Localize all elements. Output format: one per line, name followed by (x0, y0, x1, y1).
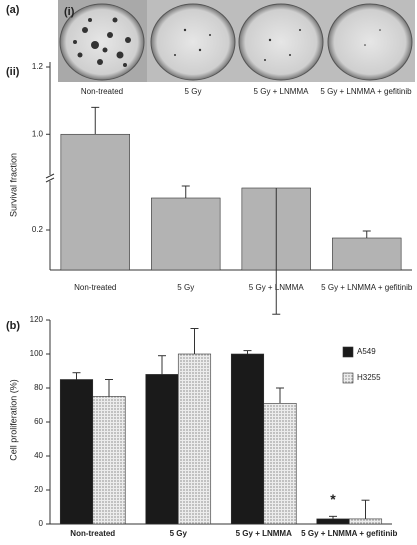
bar (316, 518, 350, 525)
bar (60, 133, 130, 271)
axis-break (45, 177, 55, 183)
y-tick-label: 100 (30, 349, 44, 358)
legend-swatch (342, 346, 354, 358)
axis-break (45, 173, 55, 179)
x-tick-label: 5 Gy (170, 529, 188, 538)
y-tick-label: 1.0 (32, 129, 44, 138)
x-tick-label: 5 Gy + LNMMA + gefitinib (301, 529, 397, 538)
bar (59, 379, 94, 525)
legend-label: A549 (357, 347, 376, 356)
legend-label: H3255 (357, 373, 381, 382)
photo-caption: 5 Gy + LNMMA (254, 87, 310, 96)
panel-label: (b) (6, 320, 20, 332)
y-axis-label: Survival fraction (8, 153, 18, 217)
y-tick-label: 120 (30, 315, 44, 324)
photo-strip (58, 0, 415, 82)
bar (92, 396, 126, 525)
bar (145, 374, 179, 525)
y-tick-label: 0 (39, 519, 44, 528)
annotation: * (330, 491, 336, 507)
y-tick-label: 40 (34, 451, 43, 460)
y-tick-label: 0.2 (32, 225, 44, 234)
x-tick-label: 5 Gy + LNMMA (236, 529, 292, 538)
y-tick-label: 1.2 (32, 62, 44, 71)
bar (177, 353, 212, 525)
y-axis-label: Cell proliferation (%) (8, 379, 18, 461)
legend-swatch (342, 372, 354, 384)
panel-label: (i) (64, 6, 75, 18)
panel-label: (ii) (6, 66, 20, 78)
axis-break (46, 175, 54, 181)
y-tick-label: 60 (34, 417, 43, 426)
x-tick-label: 5 Gy + LNMMA + gefitinib (321, 283, 413, 292)
bar (348, 518, 383, 525)
photo-caption: 5 Gy (185, 87, 202, 96)
x-tick-label: 5 Gy (177, 283, 194, 292)
y-tick-label: 80 (34, 383, 43, 392)
panel-label: (a) (6, 4, 20, 16)
bar (332, 237, 402, 271)
x-tick-label: Non-treated (70, 529, 115, 538)
bar (230, 353, 265, 525)
photo-caption: 5 Gy + LNMMA + gefitinib (320, 87, 412, 96)
x-tick-label: Non-treated (74, 283, 116, 292)
photo-caption: Non-treated (81, 87, 123, 96)
bar (151, 197, 221, 271)
y-tick-label: 20 (34, 485, 43, 494)
bar (263, 402, 297, 525)
